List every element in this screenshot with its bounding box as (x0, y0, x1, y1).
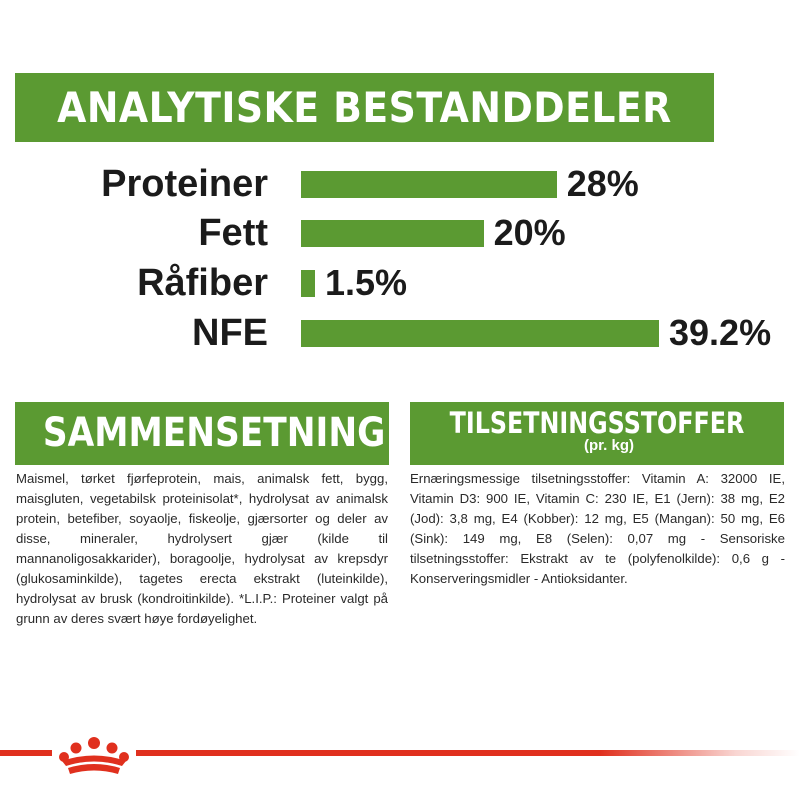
bar-0 (301, 171, 557, 198)
bar-value-3: 39.2% (669, 312, 772, 353)
composition-text: Maismel, tørket fjørfeprotein, mais, ani… (16, 471, 388, 626)
bar-label-1: Fett (198, 212, 268, 254)
bar-1 (301, 220, 484, 247)
bar-label-0: Proteiner (101, 163, 268, 205)
additives-title: TILSETNINGSSTOFFER (449, 406, 745, 440)
additives-subtitle: (pr. kg) (583, 437, 634, 454)
analytics-title: ANALYTISKE BESTANDDELER (57, 83, 672, 132)
analytics-banner: ANALYTISKE BESTANDDELER (15, 73, 714, 142)
composition-header: SAMMENSETNING (15, 402, 389, 465)
additives-header: TILSETNINGSSTOFFER (pr. kg) (410, 402, 784, 465)
royal-canin-crown-icon (52, 730, 136, 778)
footer-red-line (0, 750, 800, 756)
bar-value-1: 20% (493, 212, 566, 253)
bar-2 (301, 270, 315, 297)
composition-title: SAMMENSETNING (42, 410, 386, 456)
bar-label-3: NFE (192, 312, 268, 354)
bar-value-0: 28% (566, 163, 639, 204)
analytics-bar-chart: Proteiner 28% Fett 20% Råfiber 1.5% NFE 39.2% (0, 0, 800, 360)
bar-label-2: Råfiber (137, 262, 268, 304)
bar-value-2: 1.5% (325, 262, 408, 303)
additives-text: Ernæringsmessige tilsetningsstoffer: Vit… (410, 471, 785, 586)
bar-3 (301, 320, 659, 347)
